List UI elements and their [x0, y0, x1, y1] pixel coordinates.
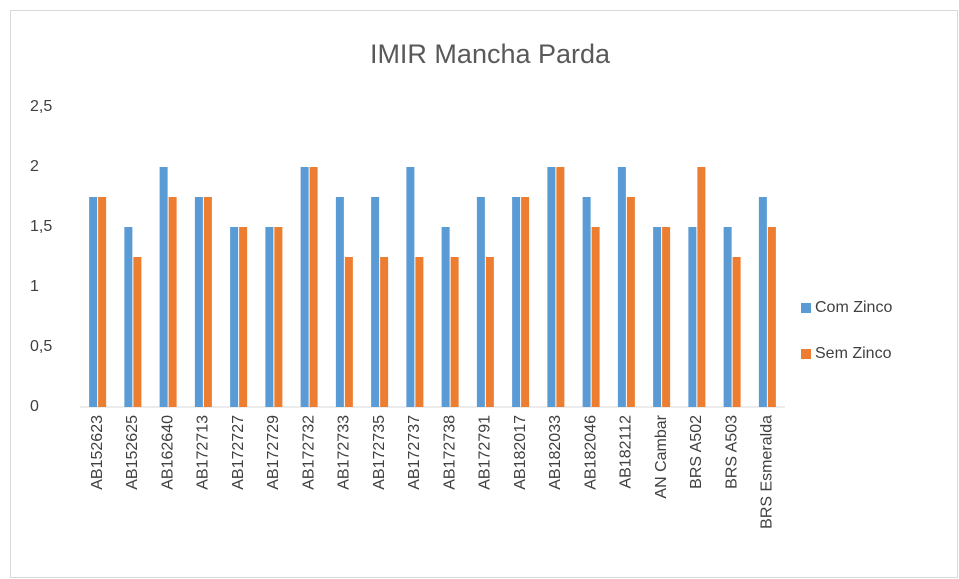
bar	[230, 227, 239, 407]
bar	[662, 227, 671, 407]
x-tick-label: AB172737	[406, 415, 423, 490]
x-tick-label: AB172729	[265, 415, 282, 490]
y-tick-label: 0	[30, 398, 39, 415]
y-tick-label: 2,5	[30, 98, 52, 115]
legend-label: Com Zinco	[815, 299, 892, 316]
legend-label: Sem Zinco	[815, 345, 892, 362]
bar	[380, 257, 389, 407]
x-tick-label: AB172735	[371, 415, 388, 490]
bar	[591, 227, 600, 407]
bar	[89, 197, 98, 407]
chart-title: IMIR Mancha Parda	[370, 39, 611, 69]
x-tick-label: AN Cambar	[653, 414, 670, 498]
bar	[688, 227, 697, 407]
bar	[371, 197, 380, 407]
y-tick-label: 1,5	[30, 218, 52, 235]
bar	[767, 227, 776, 407]
bar	[406, 167, 415, 407]
legend-swatch	[801, 349, 811, 359]
bar	[476, 197, 485, 407]
x-tick-label: AB182046	[582, 415, 599, 490]
bar	[556, 167, 565, 407]
bar	[124, 227, 133, 407]
x-tick-label: AB172713	[195, 415, 212, 490]
bar	[300, 167, 309, 407]
x-tick-label: AB152623	[89, 415, 106, 490]
bar	[159, 167, 168, 407]
bar	[194, 197, 203, 407]
bar	[133, 257, 142, 407]
bar	[450, 257, 459, 407]
x-tick-label: AB152625	[124, 415, 141, 490]
bar	[335, 197, 344, 407]
bar	[582, 197, 591, 407]
bar	[415, 257, 424, 407]
x-tick-label: AB172732	[300, 415, 317, 490]
y-tick-label: 0,5	[30, 338, 52, 355]
x-tick-label: AB172733	[336, 415, 353, 490]
bar	[697, 167, 706, 407]
x-tick-label: AB182033	[547, 415, 564, 490]
legend-swatch	[801, 303, 811, 313]
x-tick-label: AB172727	[230, 415, 247, 490]
bar	[512, 197, 521, 407]
x-tick-label: BRS Esmeralda	[759, 415, 776, 529]
bar	[98, 197, 107, 407]
x-tick-label: BRS A502	[688, 415, 705, 489]
y-tick-label: 2	[30, 158, 39, 175]
bar	[617, 167, 626, 407]
x-tick-label: AB162640	[159, 415, 176, 490]
x-tick-label: BRS A503	[723, 415, 740, 489]
bar	[732, 257, 741, 407]
bar	[441, 227, 450, 407]
bar	[203, 197, 212, 407]
bar	[653, 227, 662, 407]
bar	[168, 197, 177, 407]
bar	[485, 257, 494, 407]
bar	[723, 227, 732, 407]
bar	[274, 227, 283, 407]
y-tick-label: 1	[30, 278, 39, 295]
bar	[265, 227, 274, 407]
bar	[344, 257, 353, 407]
bar	[239, 227, 248, 407]
bar	[521, 197, 530, 407]
bar	[626, 197, 635, 407]
bar	[547, 167, 556, 407]
x-tick-label: AB182112	[618, 415, 635, 489]
x-tick-label: AB182017	[512, 415, 529, 490]
x-tick-label: AB172791	[477, 415, 494, 490]
bar	[309, 167, 318, 407]
bar	[758, 197, 767, 407]
x-tick-label: AB172738	[441, 415, 458, 490]
